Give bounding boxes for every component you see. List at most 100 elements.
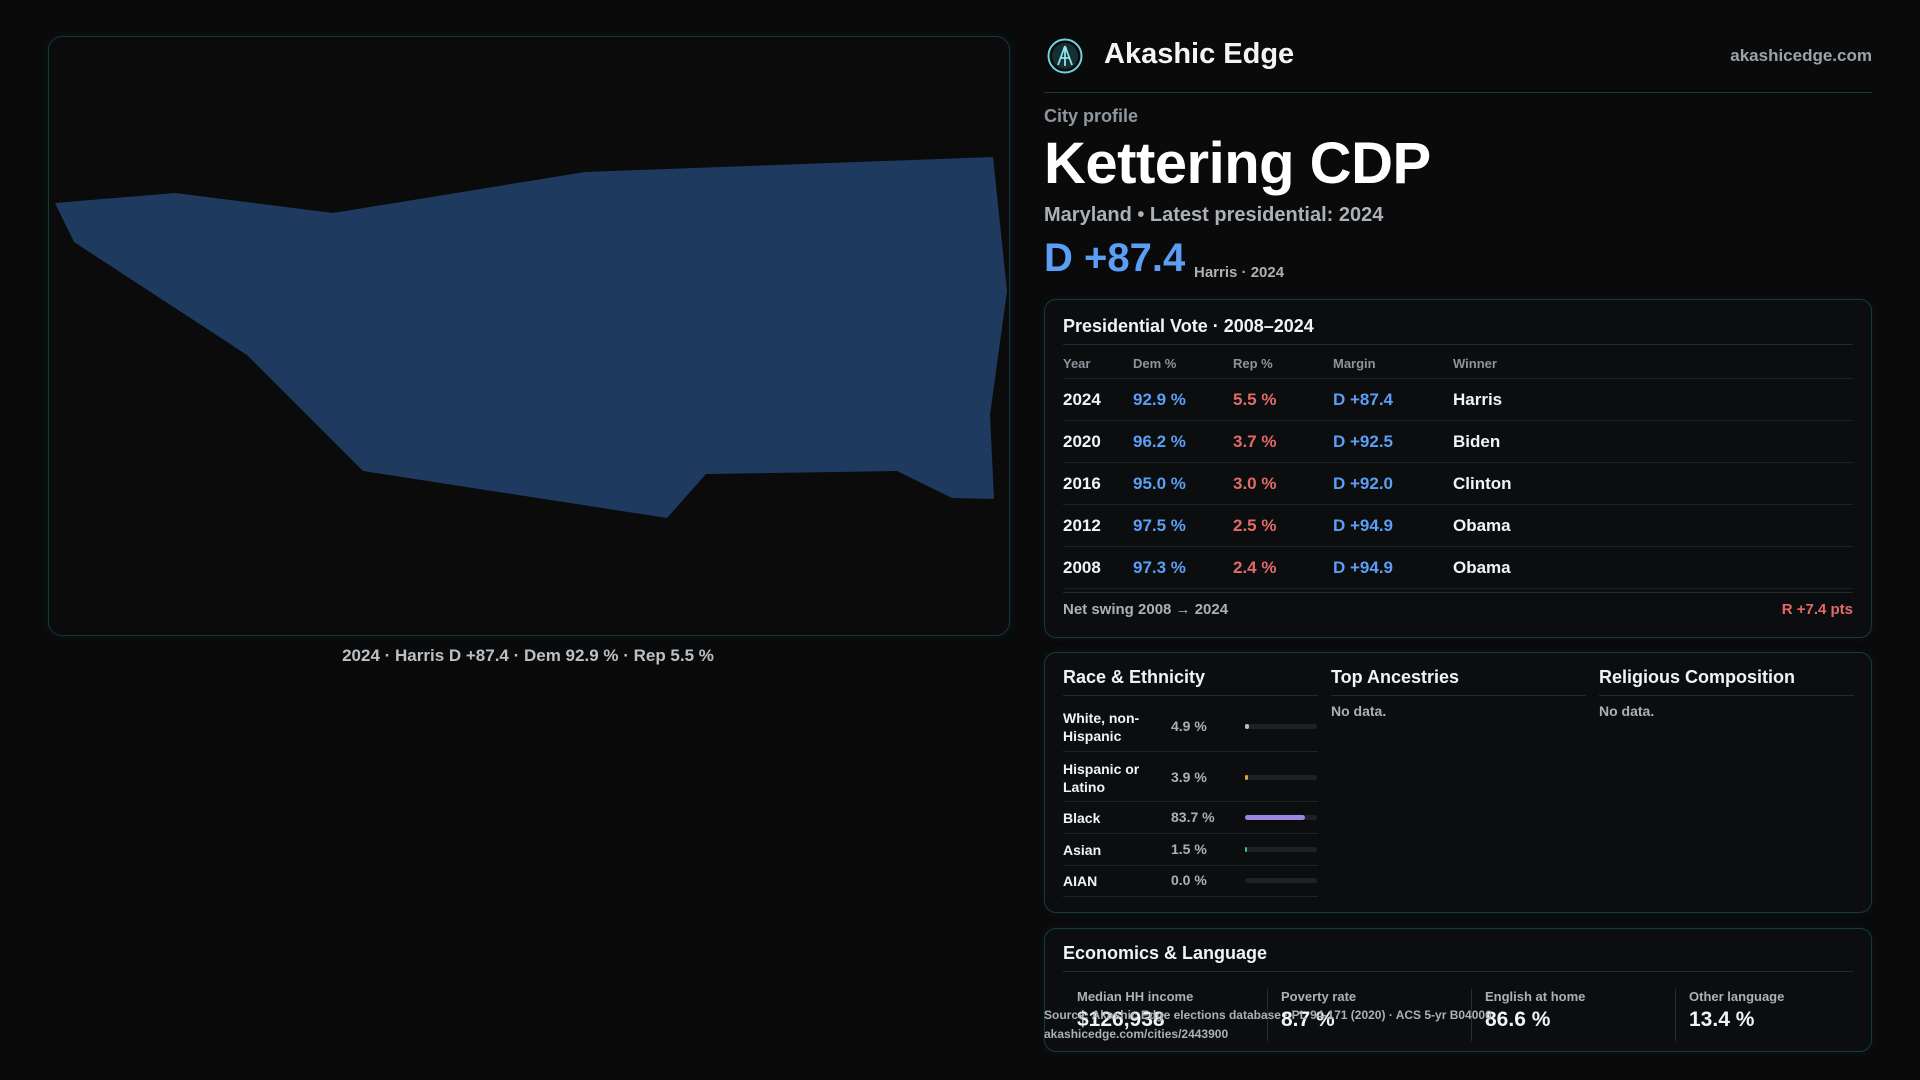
page-title: Kettering CDP	[1044, 131, 1431, 196]
map-panel[interactable]	[48, 36, 1010, 636]
page-subtitle: Maryland • Latest presidential: 2024	[1044, 204, 1384, 226]
economics-title: Economics & Language	[1063, 943, 1268, 963]
cell-dem: 97.3 %	[1133, 546, 1233, 589]
cell-year: 2016	[1063, 462, 1133, 505]
header-margin: Margin	[1333, 348, 1453, 379]
stat-divider	[1267, 989, 1268, 1041]
race-pct: 0.0 %	[1171, 872, 1207, 888]
header-winner: Winner	[1453, 348, 1853, 379]
race-row: AIAN 0.0 %	[1063, 866, 1318, 897]
race-pct: 1.5 %	[1171, 841, 1207, 857]
demographics-card: Race & Ethnicity White, non-Hispanic 4.9…	[1044, 652, 1872, 913]
cell-year: 2012	[1063, 504, 1133, 547]
divider	[1331, 695, 1586, 696]
cell-winner: Biden	[1453, 420, 1853, 463]
stat-value: $126,938	[1077, 1008, 1165, 1031]
divider	[1063, 344, 1853, 345]
brand-name: Akashic Edge	[1104, 38, 1295, 70]
headline-margin-note: Harris · 2024	[1194, 264, 1285, 281]
race-bar-fill	[1245, 775, 1248, 780]
source-footer: Source: Akashic Edge elections database …	[1044, 1006, 1492, 1044]
vote-table: Year Dem % Rep % Margin Winner 2024 92.9…	[1063, 348, 1853, 589]
net-swing-value: R +7.4 pts	[1781, 601, 1853, 618]
cell-year: 2024	[1063, 378, 1133, 421]
religious-composition-section: Religious Composition No data.	[1599, 653, 1854, 912]
header-dem: Dem %	[1133, 348, 1233, 379]
brand-header: Akashic Edge akashicedge.com	[1044, 34, 1872, 93]
net-swing-row: Net swing 2008 → 2024 R +7.4 pts	[1063, 592, 1853, 618]
table-row: 2016 95.0 % 3.0 % D +92.0 Clinton	[1063, 462, 1853, 505]
stat-value: 8.7 %	[1281, 1008, 1335, 1031]
divider	[1599, 695, 1854, 696]
divider	[1063, 695, 1318, 696]
race-pct: 3.9 %	[1171, 769, 1207, 785]
race-bar	[1245, 847, 1317, 852]
race-label: AIAN	[1063, 873, 1098, 889]
race-bar	[1245, 878, 1317, 883]
cell-dem: 92.9 %	[1133, 378, 1233, 421]
cell-winner: Clinton	[1453, 462, 1853, 505]
race-pct: 4.9 %	[1171, 718, 1207, 734]
stat-divider	[1675, 989, 1676, 1041]
cell-year: 2008	[1063, 546, 1133, 589]
vote-table-header: Year Dem % Rep % Margin Winner	[1063, 348, 1853, 379]
akashic-logo-icon	[1047, 38, 1083, 74]
cell-year: 2020	[1063, 420, 1133, 463]
cell-rep: 2.4 %	[1233, 546, 1333, 589]
race-bar-fill	[1245, 724, 1249, 729]
race-row: White, non-Hispanic 4.9 %	[1063, 705, 1318, 752]
stat-label: English at home	[1485, 989, 1586, 1004]
stat-median-income: Median HH income $126,938	[1063, 989, 1193, 1041]
cell-winner: Obama	[1453, 546, 1853, 589]
stat-other-language: Other language 13.4 %	[1675, 989, 1784, 1041]
cell-margin: D +92.5	[1333, 420, 1453, 463]
stat-label: Other language	[1689, 989, 1785, 1004]
cell-rep: 3.7 %	[1233, 420, 1333, 463]
cell-margin: D +94.9	[1333, 546, 1453, 589]
cell-dem: 96.2 %	[1133, 420, 1233, 463]
race-pct: 83.7 %	[1171, 809, 1215, 825]
cell-winner: Obama	[1453, 504, 1853, 547]
source-url-link[interactable]: akashicedge.com/cities/2443900	[1044, 1027, 1229, 1041]
divider	[1063, 971, 1853, 972]
economics-language-card: Economics & Language Median HH income $1…	[1044, 928, 1872, 1052]
cell-winner: Harris	[1453, 378, 1853, 421]
race-label: White, non-Hispanic	[1063, 710, 1140, 744]
vote-card-title: Presidential Vote · 2008–2024	[1063, 316, 1314, 336]
stat-value: 13.4 %	[1689, 1008, 1755, 1031]
net-swing-label: Net swing 2008 → 2024	[1063, 601, 1229, 618]
brand-url-link[interactable]: akashicedge.com	[1730, 46, 1872, 65]
source-citation: Source: Akashic Edge elections database …	[1044, 1008, 1492, 1022]
headline-margin: D +87.4	[1044, 236, 1186, 280]
race-ethnicity-section: Race & Ethnicity White, non-Hispanic 4.9…	[1063, 653, 1318, 912]
race-row: Hispanic or Latino 3.9 %	[1063, 753, 1318, 802]
cell-rep: 2.5 %	[1233, 504, 1333, 547]
stat-poverty-rate: Poverty rate 8.7 %	[1267, 989, 1356, 1041]
top-ancestries-section: Top Ancestries No data.	[1331, 653, 1586, 912]
city-boundary-shape	[55, 157, 1007, 518]
stat-divider	[1471, 989, 1472, 1041]
header-year: Year	[1063, 348, 1133, 379]
stat-label: Median HH income	[1077, 989, 1194, 1004]
cell-rep: 5.5 %	[1233, 378, 1333, 421]
race-bar	[1245, 724, 1317, 729]
stat-label: Poverty rate	[1281, 989, 1357, 1004]
religion-empty: No data.	[1599, 703, 1655, 719]
cell-dem: 95.0 %	[1133, 462, 1233, 505]
cell-margin: D +94.9	[1333, 504, 1453, 547]
stat-value: 86.6 %	[1485, 1008, 1551, 1031]
profile-eyebrow: City profile	[1044, 106, 1139, 126]
ancestries-empty: No data.	[1331, 703, 1387, 719]
stat-english-at-home: English at home 86.6 %	[1471, 989, 1585, 1041]
race-bar	[1245, 775, 1317, 780]
cell-margin: D +92.0	[1333, 462, 1453, 505]
race-label: Asian	[1063, 842, 1102, 858]
race-title: Race & Ethnicity	[1063, 667, 1206, 687]
city-boundary-map	[55, 157, 1007, 518]
race-row: Black 83.7 %	[1063, 803, 1318, 834]
race-label: Black	[1063, 810, 1101, 826]
presidential-vote-card: Presidential Vote · 2008–2024 Year Dem %…	[1044, 299, 1872, 638]
table-row: 2008 97.3 % 2.4 % D +94.9 Obama	[1063, 546, 1853, 589]
cell-dem: 97.5 %	[1133, 504, 1233, 547]
cell-margin: D +87.4	[1333, 378, 1453, 421]
